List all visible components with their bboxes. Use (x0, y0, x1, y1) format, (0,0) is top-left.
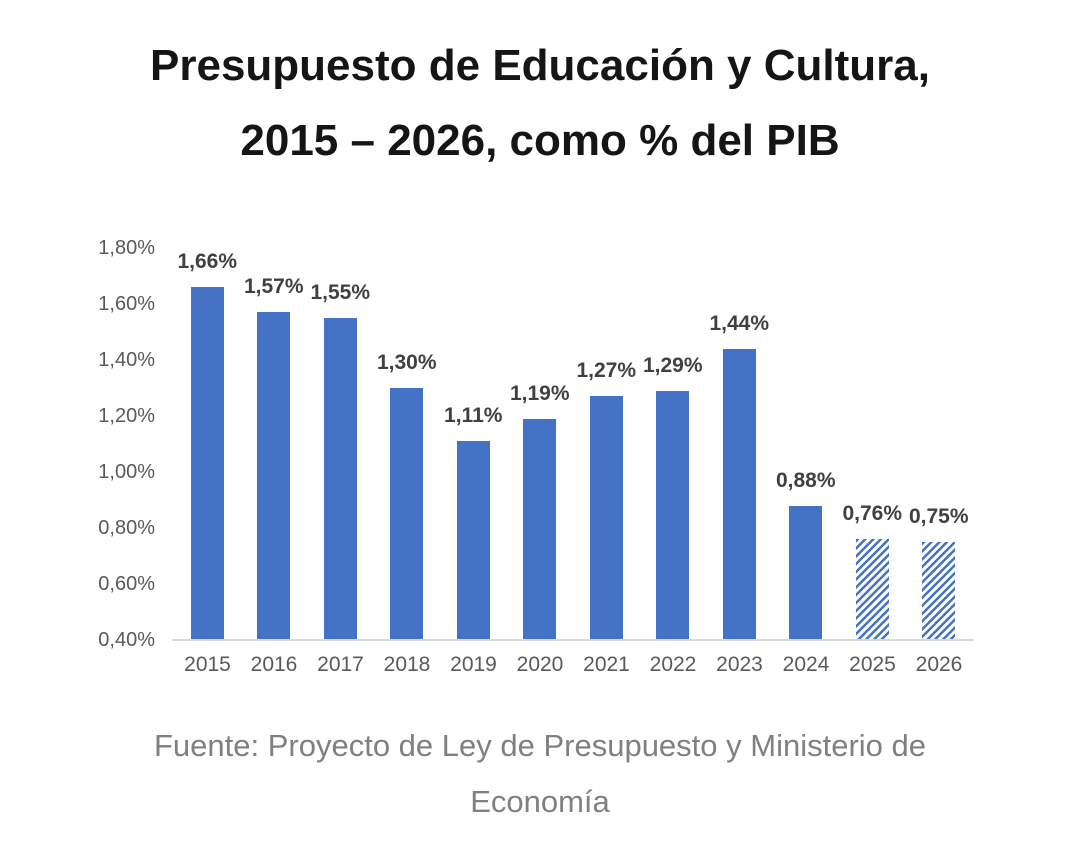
y-axis-tick-label: 1,20% (98, 405, 155, 427)
bar-value-label: 1,29% (642, 354, 703, 377)
bar-value-label: 1,55% (310, 281, 371, 304)
bar-2015 (190, 287, 224, 640)
source-line-1: Fuente: Proyecto de Ley de Presupuesto y… (154, 728, 926, 763)
y-axis-tick-label: 1,40% (98, 349, 155, 371)
y-axis-tick-label: 1,60% (98, 293, 155, 315)
bar-2023 (722, 349, 756, 640)
bar-value-label: 1,11% (444, 404, 503, 427)
y-axis-tick-label: 1,00% (98, 461, 155, 483)
bar-value-label: 1,44% (709, 312, 770, 335)
bar-value-label: 1,66% (177, 250, 238, 273)
bar-2017 (323, 318, 357, 640)
y-axis-tick-label: 0,40% (98, 629, 155, 651)
bar-2026 (922, 542, 956, 640)
bar-2016 (257, 312, 291, 640)
y-axis-tick-label: 0,60% (98, 573, 155, 595)
bar-value-label: 0,76% (842, 502, 903, 525)
x-axis-label-2017: 2017 (317, 653, 364, 676)
x-axis-label-2015: 2015 (184, 653, 231, 676)
source-note: Fuente: Proyecto de Ley de Presupuesto y… (0, 718, 1080, 830)
x-axis-label-2021: 2021 (583, 653, 630, 676)
bar-2020 (523, 419, 557, 640)
x-axis-label-2022: 2022 (649, 653, 697, 676)
bar-value-label: 1,30% (376, 351, 437, 374)
chart-title: Presupuesto de Educación y Cultura, 2015… (0, 28, 1080, 178)
y-axis-tick-label: 1,80% (98, 237, 155, 259)
x-axis-label-2024: 2024 (782, 653, 830, 676)
bar-value-label: 1,57% (243, 275, 304, 298)
bar-2024 (789, 506, 823, 640)
source-line-2: Economía (470, 784, 610, 819)
x-axis-label-2026: 2026 (915, 653, 963, 676)
bar-2019 (456, 441, 490, 640)
bar-value-label: 1,19% (509, 382, 570, 405)
x-axis-line (172, 639, 974, 641)
x-axis-label-2025: 2025 (849, 653, 896, 676)
chart-title-line-1: Presupuesto de Educación y Cultura, (150, 41, 930, 90)
bar-value-label: 1,27% (576, 359, 637, 382)
x-axis-label-2019: 2019 (450, 653, 497, 676)
bar-2018 (390, 388, 424, 640)
chart-title-line-2: 2015 – 2026, como % del PIB (240, 116, 840, 165)
y-axis-tick-label: 0,80% (98, 517, 155, 539)
bar-value-label: 0,75% (908, 505, 969, 528)
x-axis-label-2018: 2018 (383, 653, 431, 676)
bar-value-label: 0,88% (775, 469, 836, 492)
x-axis-label-2023: 2023 (716, 653, 763, 676)
bar-2025 (855, 539, 889, 640)
bar-2022 (656, 391, 690, 640)
x-axis-label-2020: 2020 (516, 653, 564, 676)
bar-2021 (589, 396, 623, 640)
x-axis-label-2016: 2016 (250, 653, 298, 676)
